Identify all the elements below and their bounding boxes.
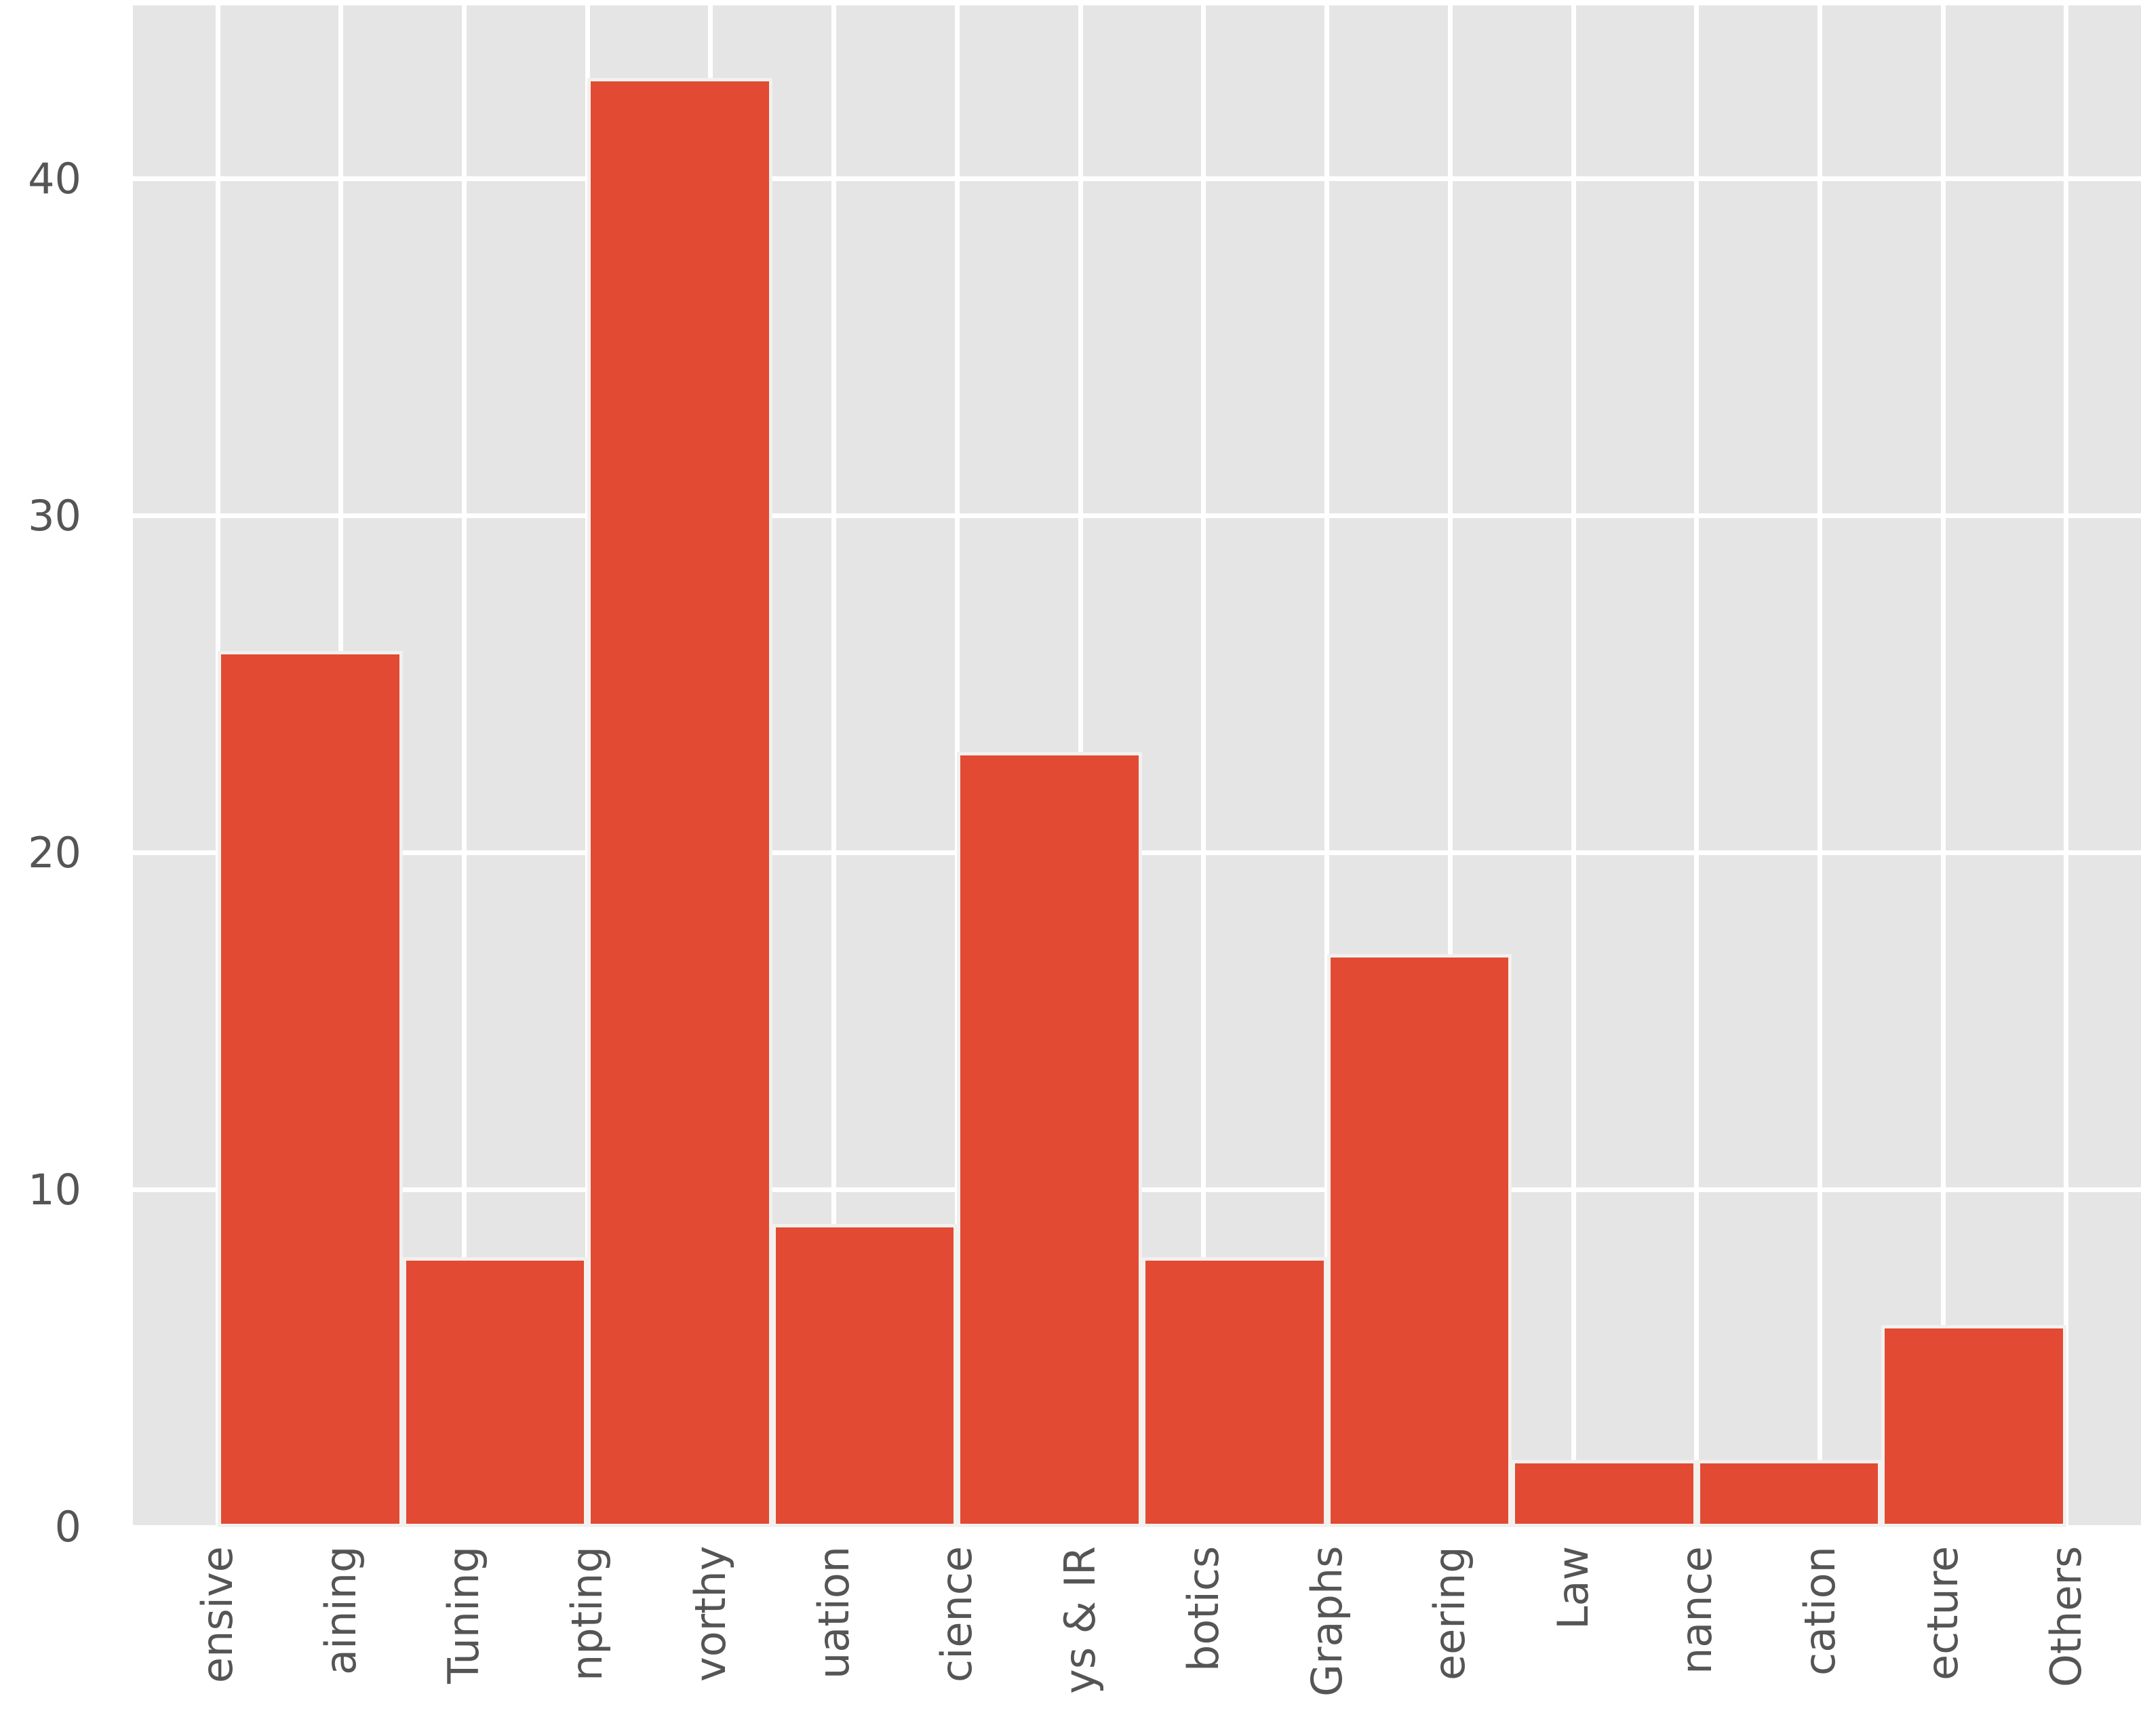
- plot-area: [133, 5, 2141, 1527]
- x-tick-label: uation: [808, 1546, 859, 1680]
- x-tick-label: Law: [1548, 1546, 1598, 1630]
- histogram-bar: [587, 77, 772, 1527]
- x-tick-label: Graphs: [1301, 1546, 1352, 1697]
- y-tick-label: 0: [54, 1502, 81, 1552]
- x-tick-label: ys & IR: [1055, 1546, 1105, 1695]
- histogram-bar: [1881, 1324, 2066, 1527]
- y-tick-label: 30: [28, 490, 81, 540]
- x-tick-label: aining: [315, 1546, 366, 1676]
- x-gridline: [1447, 5, 1453, 1527]
- x-gridline: [1201, 5, 1206, 1527]
- x-gridline: [1694, 5, 1700, 1527]
- x-tick-label: ensive: [193, 1546, 242, 1683]
- x-tick-label: cation: [1794, 1546, 1845, 1676]
- histogram-bar: [772, 1223, 958, 1527]
- x-tick-label: nance: [1671, 1546, 1721, 1674]
- histogram-bar: [218, 650, 403, 1527]
- x-tick-label: cience: [932, 1546, 982, 1682]
- histogram-bar: [1141, 1257, 1327, 1527]
- y-gridline: [133, 176, 2141, 182]
- x-tick-label: ecture: [1918, 1546, 1968, 1681]
- histogram-bar: [1696, 1459, 1882, 1527]
- x-tick-label: Tuning: [439, 1546, 489, 1684]
- histogram-bar: [957, 751, 1142, 1527]
- histogram-bar: [1512, 1459, 1697, 1527]
- x-gridline: [1324, 5, 1330, 1527]
- x-gridline: [1571, 5, 1576, 1527]
- y-tick-label: 10: [28, 1164, 81, 1215]
- x-tick-label: Others: [2041, 1546, 2091, 1688]
- x-gridline: [1818, 5, 1823, 1527]
- y-tick-label: 20: [28, 827, 81, 877]
- x-tick-label: eering: [1425, 1546, 1475, 1680]
- histogram-bar: [402, 1257, 588, 1527]
- y-tick-label: 40: [28, 153, 81, 203]
- histogram-bar: [1327, 954, 1512, 1527]
- y-gridline: [133, 513, 2141, 519]
- x-gridline: [1940, 5, 1946, 1527]
- x-gridline: [2064, 5, 2069, 1527]
- x-tick-label: botics: [1178, 1546, 1228, 1672]
- x-tick-label: npting: [562, 1546, 612, 1681]
- x-tick-label: vorthy: [685, 1546, 735, 1682]
- x-gridline: [461, 5, 467, 1527]
- x-gridline: [831, 5, 837, 1527]
